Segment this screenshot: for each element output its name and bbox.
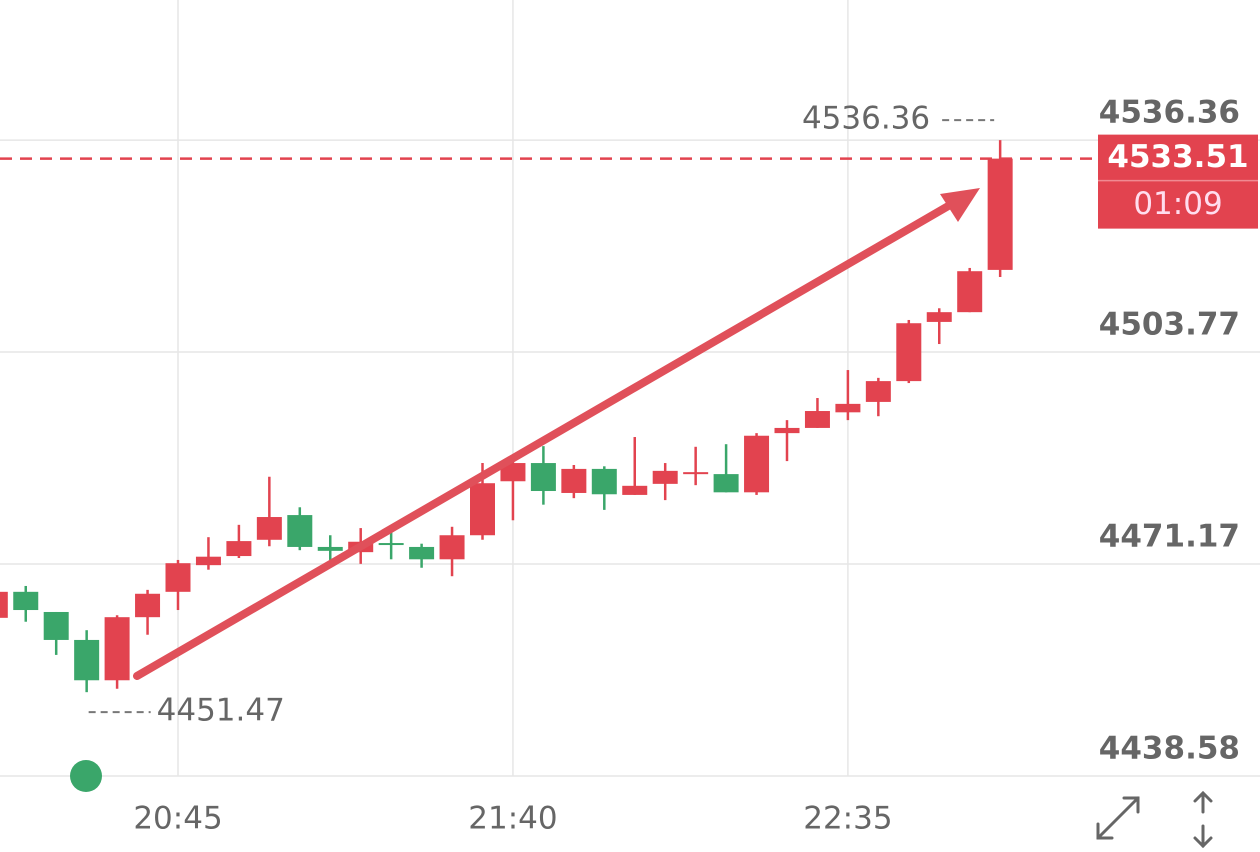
- candle-body: [896, 323, 922, 382]
- y-tick-label: 4471.17: [1099, 519, 1240, 555]
- candle-body: [652, 470, 678, 484]
- x-tick-label: 21:40: [468, 801, 557, 837]
- candle-body: [804, 411, 830, 428]
- candle-body: [378, 543, 404, 546]
- candle-body: [500, 463, 526, 482]
- candle-body: [165, 563, 191, 592]
- candle-body: [226, 541, 252, 557]
- candle-body: [0, 591, 8, 618]
- y-tick-label: 4536.36: [1099, 95, 1240, 131]
- vertical-resize-icon[interactable]: [1193, 790, 1213, 849]
- status-dot: [70, 760, 102, 792]
- overlay: 4438.58 4471.17 4503.77 4536.36 20:45 21:40 22…: [0, 95, 1258, 837]
- countdown-label: 01:09: [1133, 186, 1222, 222]
- candle-body: [774, 427, 800, 434]
- icon-line: [1193, 836, 1213, 849]
- candle-body: [13, 591, 39, 611]
- candle-body: [835, 403, 861, 413]
- candle-body: [744, 435, 770, 493]
- candle-body: [561, 468, 587, 493]
- icon-line: [1096, 796, 1140, 840]
- candle-body: [104, 617, 130, 681]
- candle-body: [591, 468, 617, 495]
- candle-body: [439, 535, 465, 560]
- icon-line: [1193, 790, 1213, 803]
- x-tick-label: 20:45: [133, 801, 222, 837]
- candle-body: [622, 485, 648, 495]
- icon-line: [1096, 822, 1114, 840]
- candle-body: [926, 312, 952, 322]
- trend-arrow: [133, 188, 980, 680]
- candle-body: [957, 271, 983, 313]
- candle-body: [409, 546, 435, 560]
- candle-body: [987, 158, 1013, 270]
- last-price-label: 4533.51: [1107, 139, 1248, 175]
- icon-line: [1122, 796, 1140, 814]
- candle-body: [195, 556, 221, 566]
- x-tick-label: 22:35: [803, 801, 892, 837]
- candle-body: [865, 381, 891, 402]
- last-price-box: [1098, 134, 1258, 229]
- candle-body: [713, 474, 739, 493]
- arrow-shaft: [133, 201, 954, 680]
- candle-body: [74, 639, 100, 681]
- candle-body: [530, 463, 556, 492]
- candle-body: [317, 546, 343, 551]
- candle-body: [43, 611, 69, 640]
- candle-body: [135, 593, 161, 618]
- candle-body: [287, 515, 313, 547]
- candle-body: [470, 483, 495, 536]
- y-tick-label: 4503.77: [1099, 307, 1240, 343]
- candle-body: [683, 472, 709, 475]
- arrow-head: [940, 188, 980, 222]
- candle-body: [256, 517, 282, 540]
- y-tick-label: 4438.58: [1099, 731, 1240, 767]
- high-marker-label: 4536.36: [802, 101, 930, 137]
- low-marker-label: 4451.47: [157, 693, 285, 729]
- expand-icon[interactable]: [1096, 796, 1140, 840]
